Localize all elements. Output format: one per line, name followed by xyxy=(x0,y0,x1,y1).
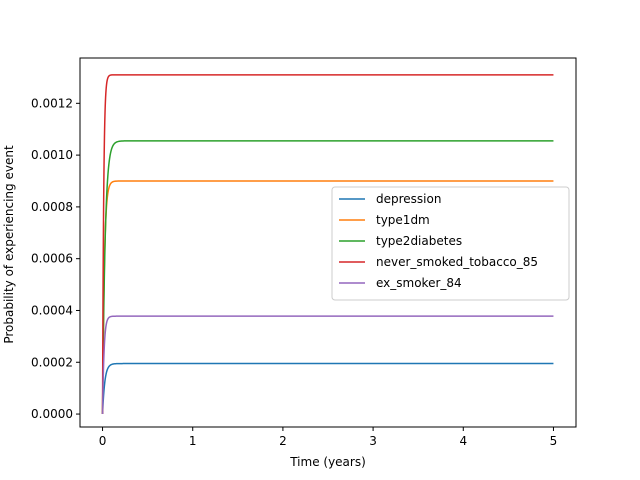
series-layer xyxy=(101,74,554,415)
x-tick-label: 3 xyxy=(369,434,377,448)
series-line-ex_smoker_84 xyxy=(101,315,554,415)
x-tick-label: 0 xyxy=(99,434,107,448)
series-line-depression xyxy=(101,362,554,415)
legend-label: type1dm xyxy=(376,213,430,227)
x-tick-label: 2 xyxy=(279,434,287,448)
legend-label: never_smoked_tobacco_85 xyxy=(376,255,538,269)
y-tick-label: 0.0000 xyxy=(31,407,73,421)
axes-frame xyxy=(79,57,577,428)
x-axis-label: Time (years) xyxy=(289,455,366,469)
y-tick-label: 0.0002 xyxy=(31,355,73,369)
x-tick-label: 1 xyxy=(189,434,197,448)
legend-box xyxy=(331,186,570,301)
y-tick-label: 0.0006 xyxy=(31,252,73,266)
series-line-type1dm xyxy=(101,180,554,415)
x-tick-label: 4 xyxy=(459,434,467,448)
y-tick-label: 0.0004 xyxy=(31,303,73,317)
series-line-never_smoked_tobacco_85 xyxy=(101,74,554,415)
y-tick-label: 0.0008 xyxy=(31,200,73,214)
x-axis-ticks: 0 1 2 3 4 5 xyxy=(99,427,558,448)
x-tick-label: 5 xyxy=(550,434,558,448)
y-axis-ticks: 0.0000 0.0002 0.0004 0.0006 0.0008 0.0010 0.00… xyxy=(31,96,80,421)
series-line-type2diabetes xyxy=(101,140,554,415)
y-tick-label: 0.0010 xyxy=(31,148,73,162)
legend-label: type2diabetes xyxy=(376,234,462,248)
y-tick-label: 0.0012 xyxy=(31,96,73,110)
legend-label: depression xyxy=(376,192,441,206)
y-axis-label: Probability of experiencing event xyxy=(2,145,16,344)
legend-label: ex_smoker_84 xyxy=(376,276,462,290)
legend: depression type1dm type2diabetes never_smok… xyxy=(331,186,570,301)
